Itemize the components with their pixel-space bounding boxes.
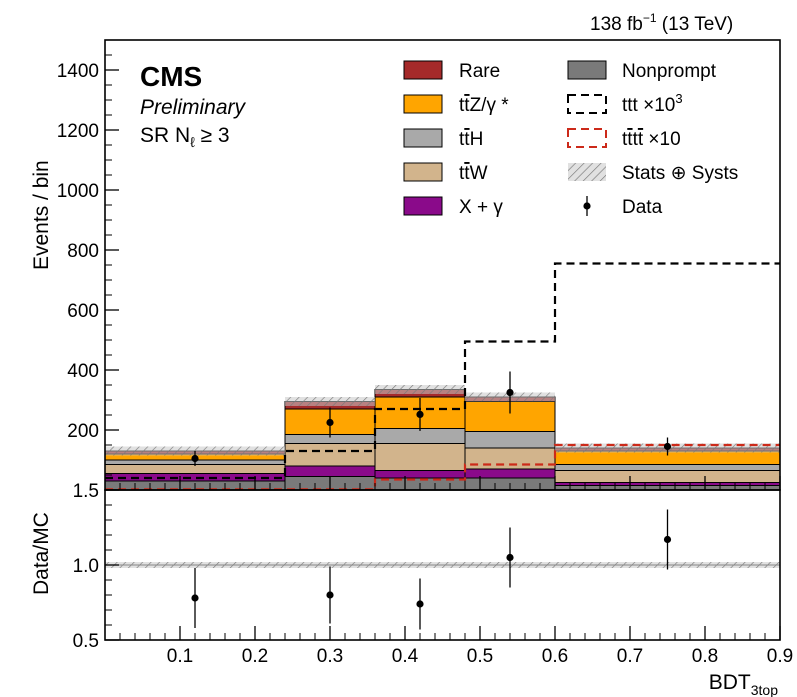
y-tick-label: 1400: [57, 61, 99, 82]
stack-bar-xgamma: [464, 468, 556, 479]
legend-swatch-band: [568, 163, 606, 181]
x-tick-label: 0.2: [242, 646, 268, 667]
x-tick-label: 0.7: [617, 646, 643, 667]
region-label: SR Nℓ ≥ 3: [140, 124, 230, 150]
legend-swatch-xgamma: [403, 196, 443, 216]
stack-bar-xgamma: [284, 465, 376, 477]
x-axis-title: BDT3top: [709, 671, 778, 697]
legend-label-ttz: ttZ/γ *: [459, 95, 509, 116]
legend-label-tttt: tttt ×10: [622, 129, 681, 150]
legend-swatch-tttt: [567, 128, 607, 148]
y-tick-label: 600: [67, 301, 99, 322]
ratio-point: [506, 553, 514, 562]
ratio-plot: 0.5 1.0 1.5 0.1 0.2 0.3 0.4 0.5 0.6 0.7 0.8 0.9: [73, 481, 794, 667]
stack-bar-tth: [554, 464, 781, 471]
ratio-point: [191, 594, 199, 602]
data-point: [416, 410, 424, 418]
x-tick-label: 0.1: [167, 646, 193, 667]
legend-swatch-tth: [403, 128, 443, 148]
stack-bar-ttw: [374, 443, 466, 471]
x-tick-label: 0.5: [467, 646, 493, 667]
ratio-point: [663, 535, 672, 544]
y-tick-label: 200: [67, 421, 99, 442]
main-plot: 200 400 600 800 1000 1200 1400: [57, 39, 781, 491]
legend-swatch-ttt: [567, 94, 607, 114]
data-point: [191, 454, 199, 463]
legend-data-marker: [583, 202, 591, 210]
legend-swatch-rare: [403, 60, 443, 80]
data-point: [663, 442, 672, 451]
ratio-y-tick-label: 0.5: [73, 631, 99, 652]
data-point: [326, 418, 334, 427]
stack-bar-ttw: [554, 470, 781, 483]
x-tick-label: 0.6: [542, 646, 568, 667]
stack-bar-xgamma: [374, 470, 466, 479]
y-axis-title-bottom: Data/MC: [30, 512, 53, 595]
legend-swatch-ttz: [403, 94, 443, 114]
ratio-point: [416, 600, 424, 608]
stack-bar-ttw: [284, 443, 376, 467]
legend-label-ttt: ttt ×103: [622, 91, 683, 116]
legend-label-band: Stats ⊕ Systs: [622, 163, 738, 184]
x-tick-label: 0.9: [767, 646, 793, 667]
legend-label-data: Data: [622, 197, 663, 218]
uncertainty-band: [375, 385, 465, 394]
legend-swatch-ttw: [403, 162, 443, 182]
y-tick-label: 1200: [57, 121, 99, 142]
uncertainty-band: [285, 397, 375, 406]
stack-bar-ttw: [464, 447, 556, 470]
legend-label-rare: Rare: [459, 61, 500, 82]
legend-label-tth: ttH: [459, 129, 483, 150]
y-tick-label: 400: [67, 361, 99, 382]
legend-label-ttw: ttW: [459, 163, 488, 184]
legend: Rare ttZ/γ * ttH ttW X + γ Nonprompt ttt ×103 t…: [403, 60, 738, 218]
legend-label-nonprompt: Nonprompt: [622, 61, 717, 82]
ratio-point: [326, 591, 334, 599]
legend-label-xgamma: X + γ: [459, 197, 503, 218]
data-point: [506, 388, 514, 397]
lumi-label: 138 fb−1 (13 TeV): [590, 11, 733, 35]
legend-swatch-nonprompt: [567, 60, 607, 80]
x-tick-label: 0.4: [392, 646, 419, 667]
y-tick-label: 800: [67, 241, 99, 262]
y-axis-title-top: Events / bin: [30, 160, 53, 270]
status-label: Preliminary: [140, 96, 247, 119]
x-tick-label: 0.8: [692, 646, 718, 667]
experiment-label: CMS: [140, 61, 202, 92]
ratio-y-tick-label: 1.5: [73, 481, 99, 502]
stack-bar-tth: [464, 431, 556, 449]
y-tick-label: 1000: [57, 181, 99, 202]
ratio-y-tick-label: 1.0: [73, 556, 99, 577]
x-tick-label: 0.3: [317, 646, 343, 667]
